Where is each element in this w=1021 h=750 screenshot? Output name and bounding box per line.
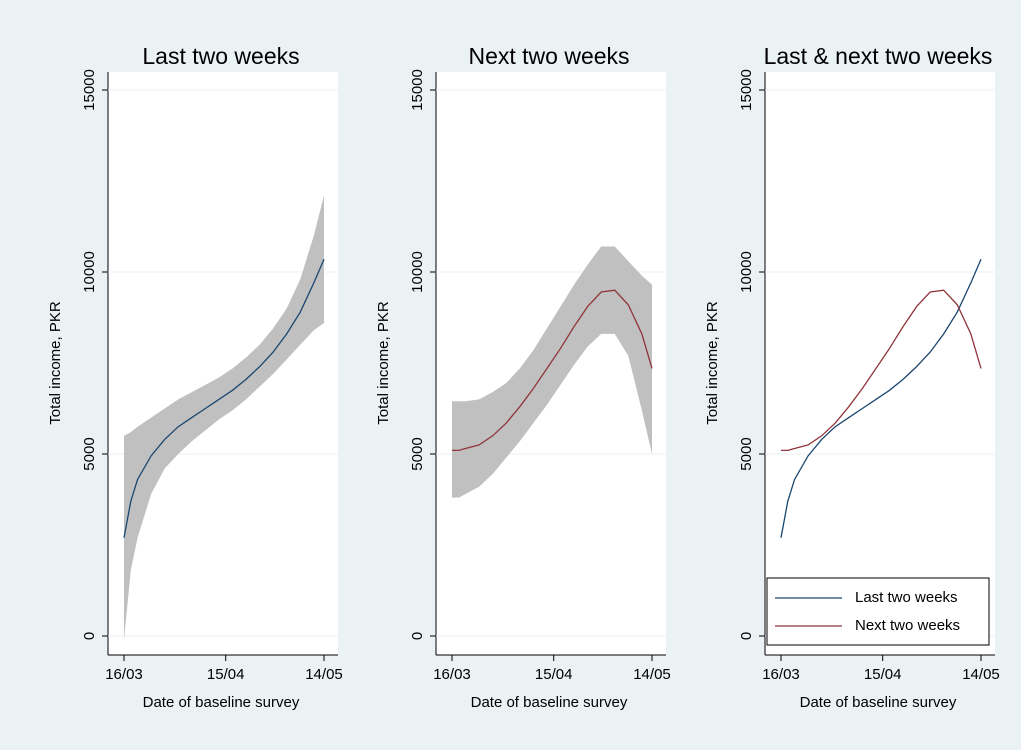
y-tick-label: 5000 — [738, 437, 755, 470]
confidence-band — [452, 246, 652, 498]
y-axis-title: Total income, PKR — [47, 301, 64, 425]
line — [123, 259, 325, 538]
y-tick-label: 15000 — [409, 69, 426, 111]
y-tick-label: 0 — [81, 632, 98, 640]
x-axis-title: Date of baseline survey — [471, 694, 628, 711]
line — [452, 289, 653, 452]
x-tick-label: 16/03 — [433, 666, 471, 683]
y-tick-label: 5000 — [81, 437, 98, 470]
x-tick-label: 16/03 — [762, 666, 800, 683]
y-tick-label: 5000 — [409, 437, 426, 470]
x-axis-title: Date of baseline survey — [800, 694, 957, 711]
plot-area — [108, 72, 338, 655]
legend-label: Next two weeks — [855, 617, 960, 634]
x-tick-label: 16/03 — [105, 666, 143, 683]
x-tick-label: 15/04 — [535, 666, 573, 683]
line — [781, 289, 982, 452]
x-axis-title: Date of baseline survey — [143, 694, 300, 711]
x-tick-label: 14/05 — [962, 666, 1000, 683]
x-tick-label: 14/05 — [633, 666, 671, 683]
y-tick-label: 0 — [738, 632, 755, 640]
x-tick-label: 15/04 — [207, 666, 245, 683]
y-tick-label: 0 — [409, 632, 426, 640]
y-tick-label: 15000 — [81, 69, 98, 111]
y-tick-label: 10000 — [738, 251, 755, 293]
chart-title: Last two weeks — [142, 43, 299, 69]
line — [780, 259, 982, 538]
confidence-band — [124, 195, 324, 640]
y-axis-title: Total income, PKR — [704, 301, 721, 425]
chart-title: Next two weeks — [468, 43, 629, 69]
y-axis-title: Total income, PKR — [375, 301, 392, 425]
legend-box — [766, 577, 990, 646]
y-tick-label: 10000 — [409, 251, 426, 293]
y-tick-label: 15000 — [738, 69, 755, 111]
x-tick-label: 14/05 — [305, 666, 343, 683]
x-tick-label: 15/04 — [864, 666, 902, 683]
chart-title: Last & next two weeks — [764, 43, 993, 69]
legend-label: Last two weeks — [855, 589, 958, 606]
y-tick-label: 10000 — [81, 251, 98, 293]
